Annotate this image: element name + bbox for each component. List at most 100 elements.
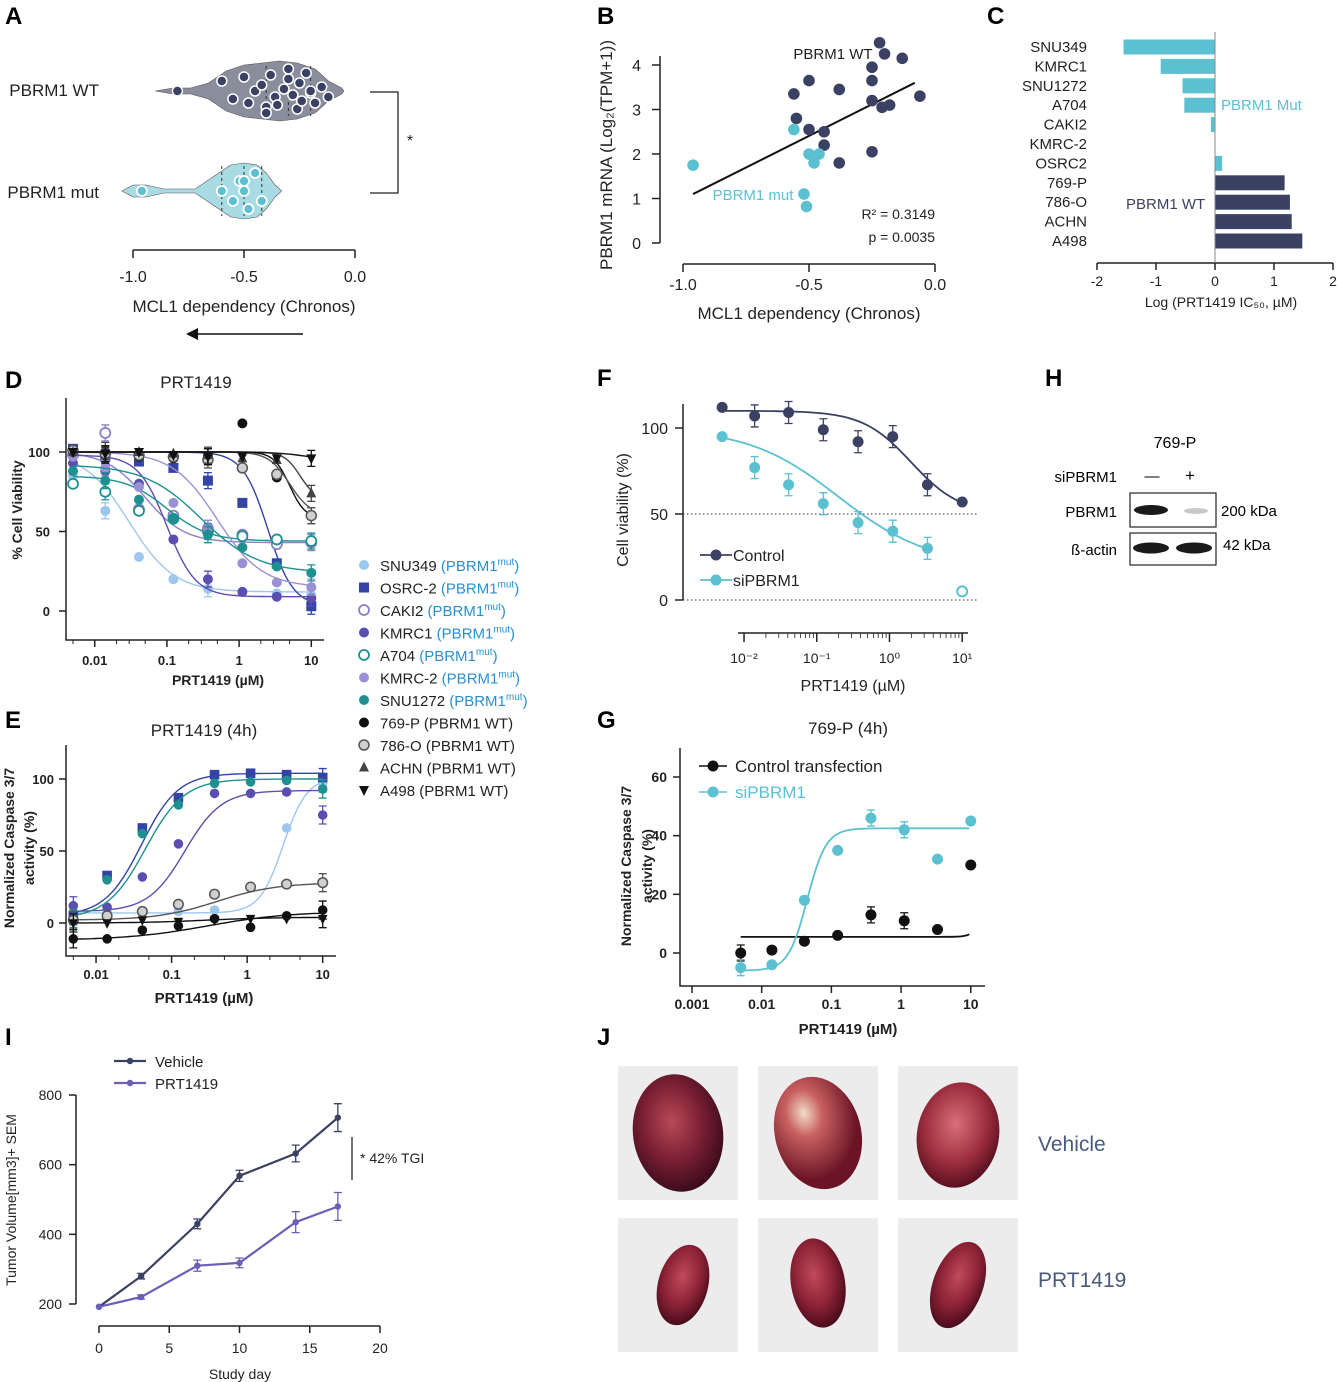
point-b-mut [788, 123, 800, 136]
point-b-wt [876, 101, 888, 114]
point-e-786-o [136, 905, 148, 918]
axis-label-i-x: Study day [209, 1366, 271, 1382]
point-d-769-p [237, 418, 248, 429]
point-i-vehicle [334, 1114, 342, 1121]
bar-label-c-2: SNU1272 [1022, 78, 1087, 95]
point-d-a498 [271, 454, 282, 465]
curve-e-kmrc1 [73, 789, 323, 912]
legend-label-1: OSRC-2 (PBRM1mut) [380, 580, 519, 598]
tick-label-c-x-4: 2 [1329, 273, 1337, 289]
axis-label-a-x: MCL1 dependency (Chronos) [132, 297, 355, 316]
legend-label-5: KMRC-2 (PBRM1mut) [380, 670, 520, 688]
tick-label-i-y-2: 600 [39, 1157, 63, 1173]
point-d-786-o [305, 509, 318, 522]
point-b-wt [866, 61, 878, 74]
point-e-osrc-2 [137, 823, 148, 833]
point-d-a498 [100, 449, 111, 460]
point-f-control [956, 496, 968, 508]
point-d-kmrc1 [202, 574, 213, 585]
point-e-769-p [245, 922, 256, 933]
tick-label-d-x-0: 0.01 [82, 653, 107, 668]
group-label-a-mut: PBRM1 mut [7, 183, 99, 202]
point-e-kmrc1 [137, 872, 148, 882]
point-i-prt1419 [95, 1303, 103, 1310]
point-e-786-o [281, 878, 293, 890]
point-f-control [749, 410, 761, 422]
tick-label-c-x-2: 0 [1211, 273, 1219, 289]
point-a-wt [260, 107, 272, 119]
legend-marker-9 [359, 761, 369, 772]
legend-label-4: A704 (PBRM1mut) [380, 647, 498, 665]
point-b-wt [818, 139, 830, 151]
arrow-a-head [186, 328, 198, 340]
blot-band-pbrm1-control [1134, 505, 1168, 515]
point-d-snu1272 [306, 567, 317, 578]
tick-label-b-y-3: 3 [632, 103, 641, 120]
point-e-a498 [137, 916, 148, 926]
tick-label-g-x-2: 0.1 [822, 996, 842, 1012]
point-i-prt1419 [236, 1259, 243, 1267]
point-a-mut [238, 185, 250, 197]
curve-d-a498 [73, 451, 312, 458]
bar-c-kmrc1 [1160, 58, 1215, 74]
point-d-786-o [271, 468, 283, 481]
tick-label-g-y-3: 60 [651, 769, 667, 785]
point-g-sipbrm1 [832, 844, 844, 856]
point-b-mut [803, 148, 815, 160]
axis-label-g-y-1: Normalized Caspase 3/7 [618, 786, 634, 947]
legend-label-f-sipbrm1: siPBRM1 [733, 573, 800, 590]
point-i-vehicle [236, 1172, 243, 1180]
curve-e-snu349 [73, 781, 323, 914]
tick-label-f-x-1: 10⁻¹ [803, 650, 831, 666]
tick-label-a-x-1: -0.5 [230, 269, 258, 286]
tick-label-e-y-2: 100 [32, 772, 54, 787]
bar-c-786-o [1215, 194, 1290, 210]
point-e-snu1272 [137, 828, 148, 839]
point-f-sipbrm1 [817, 498, 829, 510]
point-g-control-transfection [898, 915, 910, 927]
tick-label-i-y-1: 400 [39, 1226, 63, 1242]
point-e-a498 [173, 917, 184, 928]
point-e-kmrc1 [102, 902, 112, 912]
point-g-control-transfection [832, 929, 844, 941]
tick-label-i-x-2: 10 [232, 1340, 248, 1356]
tick-label-i-y-0: 200 [39, 1296, 63, 1312]
panel-label-a: A [5, 3, 22, 30]
point-b-wt [833, 83, 846, 96]
point-a-wt [322, 91, 335, 103]
tick-label-f-x-0: 10⁻² [730, 650, 758, 666]
point-a-mut [135, 185, 148, 197]
blot-size-pbrm1: 200 kDa [1221, 503, 1278, 520]
point-d-a704 [270, 533, 283, 546]
tick-label-e-x-3: 10 [315, 967, 329, 982]
axis-label-b-y: PBRM1 mRNA (Log₂(TPM+1)) [597, 40, 616, 270]
legend-marker-4 [358, 649, 370, 661]
point-g-control-transfection [865, 909, 877, 921]
legend-label-7: 769-P (PBRM1 WT) [380, 716, 513, 733]
point-a-mut [226, 195, 239, 207]
curve-e-786-o [73, 883, 323, 921]
legend-marker-2 [358, 604, 370, 616]
point-f-sipbrm1 [921, 542, 933, 554]
curve-d-kmrc-2 [72, 451, 312, 586]
point-i-prt1419 [334, 1203, 342, 1210]
point-f-control [887, 431, 899, 443]
panel-j-tumor-photos: Vehicle PRT1419 [618, 1066, 1126, 1352]
panel-d-viability-chart: PRT1419 0 50 100 0.01 0.1 1 10 PRT1419 (µM) % Cel… [9, 373, 324, 688]
point-d-snu1272 [168, 513, 179, 524]
curve-f-control [722, 409, 963, 504]
point-f-control [783, 407, 795, 419]
axis-d [65, 398, 324, 641]
tick-label-b-y-1: 1 [632, 192, 641, 209]
tick-label-f-x-2: 10⁰ [879, 650, 901, 666]
point-f-control [921, 479, 933, 491]
point-e-snu1272 [281, 775, 292, 786]
point-i-vehicle [194, 1220, 201, 1228]
blot-row-label-actin: ß-actin [1071, 542, 1117, 559]
point-e-786-o [245, 881, 257, 893]
tick-label-b-y-2: 2 [632, 147, 641, 164]
group-label-a-wt: PBRM1 WT [9, 81, 99, 100]
point-b-wt [803, 123, 815, 136]
legend-marker-7 [359, 717, 369, 728]
point-b-wt [833, 157, 846, 169]
